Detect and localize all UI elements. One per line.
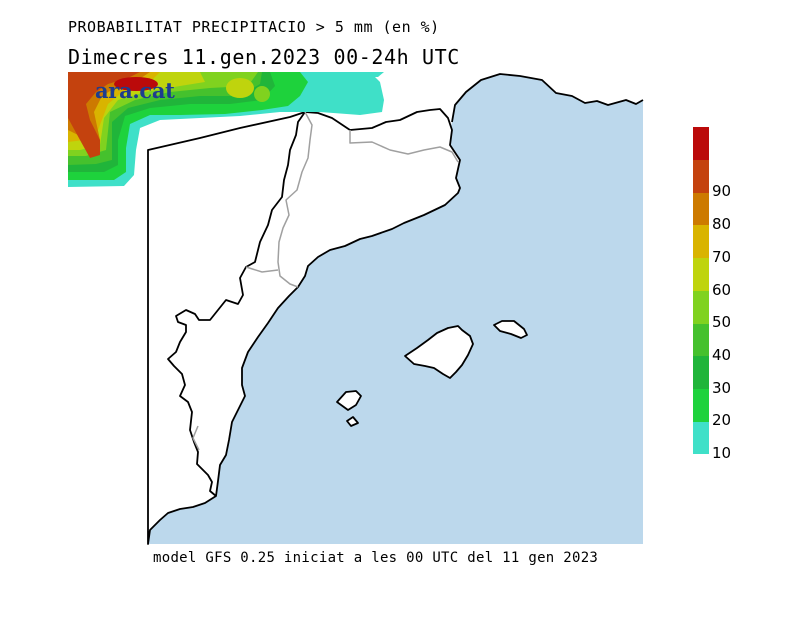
legend-band	[693, 323, 709, 357]
legend-band	[693, 388, 709, 422]
island-mallorca	[404, 325, 474, 379]
legend-label: 80	[712, 215, 732, 234]
legend-band	[693, 159, 709, 193]
legend-label: 60	[712, 280, 732, 299]
model-footer: model GFS 0.25 iniciat a les 00 UTC del …	[153, 550, 599, 566]
border-catalonia-valencia	[245, 266, 279, 273]
border-catalonia-aragon	[277, 111, 313, 288]
precip-level-10-patch	[368, 72, 384, 77]
land-iberia	[147, 108, 461, 545]
border-valencia-inland	[192, 425, 200, 451]
legend-band	[693, 257, 709, 291]
legend-label: 20	[712, 411, 732, 430]
ara-cat-logo[interactable]: ara.cat	[95, 78, 175, 103]
legend-band	[693, 421, 709, 455]
legend-band	[693, 225, 709, 259]
precipitation-field	[68, 72, 384, 187]
legend-label: 40	[712, 345, 732, 364]
border-west	[167, 111, 306, 497]
border-france-spain	[349, 130, 459, 163]
precip-level-60-patch	[226, 78, 254, 98]
legend-band	[693, 290, 709, 324]
map-subtitle: Dimecres 11.gen.2023 00-24h UTC	[68, 45, 460, 69]
precip-level-100	[114, 77, 158, 91]
map-title: PROBABILITAT PRECIPITACIO > 5 mm (en %)	[68, 18, 440, 36]
island-eivissa	[336, 390, 362, 411]
legend-band	[693, 192, 709, 226]
precip-level-90	[68, 72, 140, 158]
legend-label: 50	[712, 313, 732, 332]
legend-label: 30	[712, 378, 732, 397]
island-menorca	[493, 320, 528, 339]
island-formentera	[346, 416, 359, 427]
legend-label: 90	[712, 182, 732, 201]
legend-label: 70	[712, 247, 732, 266]
legend-band	[693, 127, 709, 160]
color-legend	[693, 127, 709, 455]
coastline-france	[451, 73, 644, 123]
precip-level-50-patch	[254, 86, 270, 102]
legend-band	[693, 355, 709, 389]
legend-label: 10	[712, 444, 732, 462]
